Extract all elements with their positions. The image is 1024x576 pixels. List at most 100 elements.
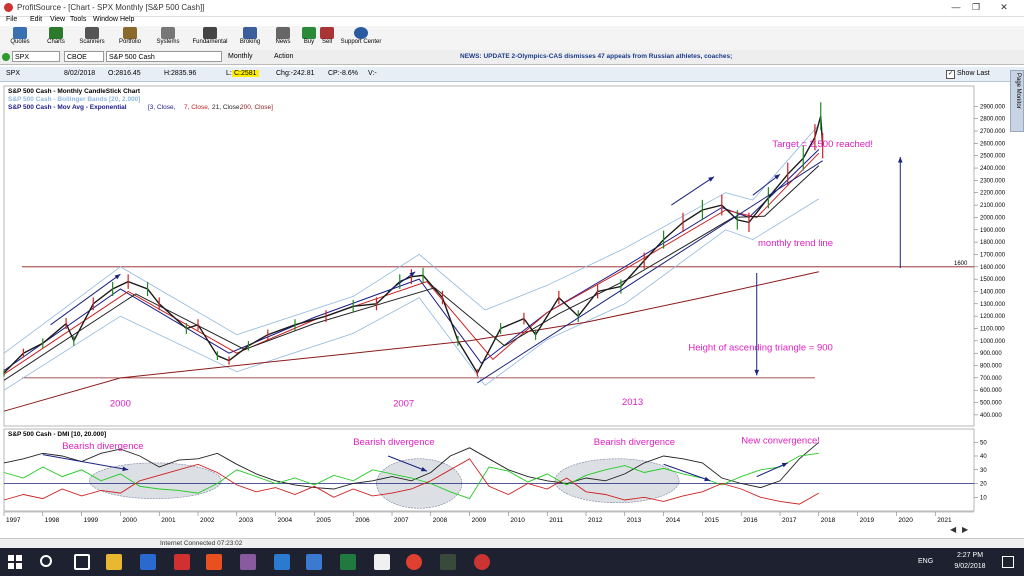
instrument-name-field[interactable]: S&P 500 Cash (106, 51, 222, 62)
divergence-ellipse (554, 458, 680, 504)
app-icon-gm[interactable] (440, 554, 456, 570)
price-y-tick-label: 1300.000 (980, 302, 1006, 308)
file-explorer-icon[interactable] (106, 554, 122, 570)
security-icon[interactable] (274, 554, 290, 570)
support-center-icon (354, 27, 368, 39)
task-view-icon[interactable] (74, 554, 90, 570)
price-y-tick-label: 2600.000 (980, 141, 1006, 147)
connection-status: Internet Connected 07:23:02 (160, 540, 243, 547)
dmi-arrow-head (122, 466, 129, 472)
chrome-icon[interactable] (406, 554, 422, 570)
language-indicator[interactable]: ENG (918, 558, 934, 565)
price-arrow-head (754, 369, 760, 376)
price-y-tick-label: 800.000 (980, 364, 1002, 370)
minimize-button[interactable]: — (951, 2, 961, 12)
quote-change: Chg:-242.81 (276, 70, 315, 77)
dmi-y-tick-label: 30 (980, 468, 987, 474)
menu-bar (0, 16, 1024, 26)
period-dropdown[interactable]: Monthly (228, 53, 253, 60)
quote-open: O:2816.45 (108, 70, 141, 77)
clock-date[interactable]: 9/02/2018 (954, 563, 986, 570)
quote-symbol: SPX (6, 70, 21, 77)
clock-time[interactable]: 2:27 PM (956, 552, 984, 559)
broking-button[interactable]: Broking (230, 27, 270, 49)
x-tick-label: 1998 (45, 517, 60, 524)
store-icon[interactable] (306, 554, 322, 570)
menu-help[interactable]: Help (120, 16, 135, 23)
maximize-button[interactable]: ❐ (971, 2, 981, 12)
show-last-checkbox[interactable]: ✓ (946, 70, 955, 79)
fundamental-button[interactable]: Fundamental (190, 27, 230, 49)
dmi-series-line (3, 458, 820, 505)
x-tick-label: 2008 (433, 517, 448, 524)
search-icon[interactable] (40, 555, 52, 567)
app-icon-red[interactable] (206, 554, 222, 570)
quote-date: 8/02/2018 (64, 70, 96, 77)
exchange-select[interactable]: CBOE (64, 51, 104, 62)
dmi-series-line (3, 441, 820, 490)
menu-tools[interactable]: Tools (70, 16, 87, 23)
x-tick-label: 1997 (6, 517, 21, 524)
symbol-input[interactable]: SPX (12, 51, 60, 62)
paint-icon[interactable] (240, 554, 256, 570)
legend-bollinger: S&P 500 Cash - Bollinger Bands [20, 2.00… (8, 96, 140, 103)
sell-button[interactable]: Sell (307, 27, 347, 49)
price-y-tick-label: 1600.000 (980, 265, 1006, 271)
menu-edit[interactable]: Edit (30, 16, 43, 23)
window-title: ProfitSource - [Chart - SPX Monthly [S&P… (17, 3, 205, 12)
buy-button[interactable]: Buy (289, 27, 329, 49)
taskbar (0, 548, 1024, 576)
status-dot-icon (2, 53, 10, 61)
price-y-tick-label: 1800.000 (980, 240, 1006, 246)
close-button[interactable]: ✕ (1000, 2, 1008, 12)
action-dropdown[interactable]: Action (274, 53, 294, 60)
x-tick-label: 2011 (549, 517, 563, 524)
quotes-icon (13, 27, 27, 39)
price-y-tick-label: 700.000 (980, 376, 1002, 382)
price-y-tick-label: 1700.000 (980, 252, 1006, 258)
menu-file[interactable]: File (6, 16, 18, 23)
legend-ema21: 21, Close, (212, 104, 241, 111)
page-monitor-tab[interactable]: Page Monitor (1010, 70, 1024, 132)
price-annotation: Height of ascending triangle = 900 (688, 343, 832, 354)
chart-area: 400.000 500.000 600.000 700.000 800.000 900.0… (0, 82, 1010, 537)
start-button[interactable] (8, 555, 22, 569)
dmi-annotation: Bearish divergence (594, 437, 675, 448)
dmi-annotation: Bearish divergence (353, 437, 434, 448)
scanners-button[interactable]: Scanners (72, 27, 112, 49)
price-y-tick-label: 2300.000 (980, 178, 1006, 184)
x-tick-label: 2006 (355, 517, 370, 524)
mail-icon[interactable] (140, 554, 156, 570)
level-label: 1600 (954, 261, 968, 267)
symbol-bar (0, 50, 1024, 65)
dmi-y-tick-label: 40 (980, 454, 987, 460)
profitsource-taskbar-icon[interactable] (474, 554, 490, 570)
price-y-tick-label: 2400.000 (980, 166, 1006, 172)
app-icon-k[interactable] (174, 554, 190, 570)
menu-window[interactable]: Window (93, 16, 118, 23)
excel-icon[interactable] (340, 554, 356, 570)
charts-button[interactable]: Charts (36, 27, 76, 49)
price-y-tick-label: 1500.000 (980, 277, 1006, 283)
price-y-tick-label: 2100.000 (980, 203, 1006, 209)
price-arrow (387, 271, 416, 292)
scroll-left-icon[interactable]: ◀ (950, 525, 957, 534)
notifications-icon[interactable] (1002, 556, 1014, 568)
legend-candlestick: S&P 500 Cash - Monthly CandleStick Chart (8, 88, 141, 95)
menu-view[interactable]: View (50, 16, 66, 23)
scroll-right-icon[interactable]: ▶ (962, 525, 969, 534)
document-icon[interactable] (374, 554, 390, 570)
quotes-button[interactable]: Quotes (0, 27, 40, 49)
legend-ema7: 7, Close, (184, 104, 210, 111)
price-annotation: 2013 (622, 397, 643, 408)
support-center-button[interactable]: Support Center (338, 27, 384, 49)
sell-icon (320, 27, 334, 39)
systems-button[interactable]: Systems (148, 27, 188, 49)
systems-icon (161, 27, 175, 39)
x-tick-label: 2017 (782, 517, 797, 524)
portfolio-button[interactable]: Portfolio (110, 27, 150, 49)
news-button[interactable]: News (263, 27, 303, 49)
price-y-tick-label: 2200.000 (980, 191, 1006, 197)
news-ticker[interactable]: NEWS: UPDATE 2-Olympics-CAS dismisses 47… (460, 53, 733, 60)
price-arrow-head (409, 271, 416, 277)
